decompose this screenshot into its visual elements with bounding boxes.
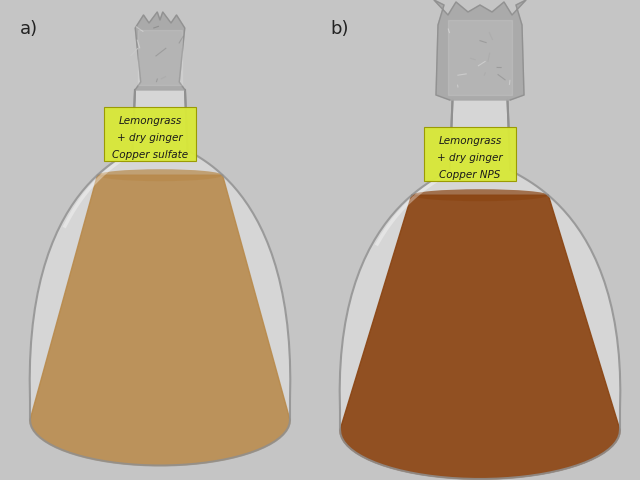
Text: + dry ginger: + dry ginger [437,153,503,163]
Ellipse shape [412,189,548,201]
Text: b): b) [330,20,349,38]
Polygon shape [340,195,620,479]
Ellipse shape [97,169,223,181]
Polygon shape [340,100,620,479]
FancyBboxPatch shape [104,107,196,161]
Polygon shape [135,12,185,90]
Text: Copper sulfate: Copper sulfate [112,150,188,160]
FancyBboxPatch shape [424,127,516,181]
Text: a): a) [20,20,38,38]
Text: Lemongrass: Lemongrass [118,116,182,126]
Text: Copper NPS: Copper NPS [439,170,500,180]
Text: + dry ginger: + dry ginger [117,133,183,143]
Polygon shape [30,175,290,466]
Polygon shape [434,0,526,100]
Polygon shape [29,90,291,466]
Text: Lemongrass: Lemongrass [438,136,502,146]
